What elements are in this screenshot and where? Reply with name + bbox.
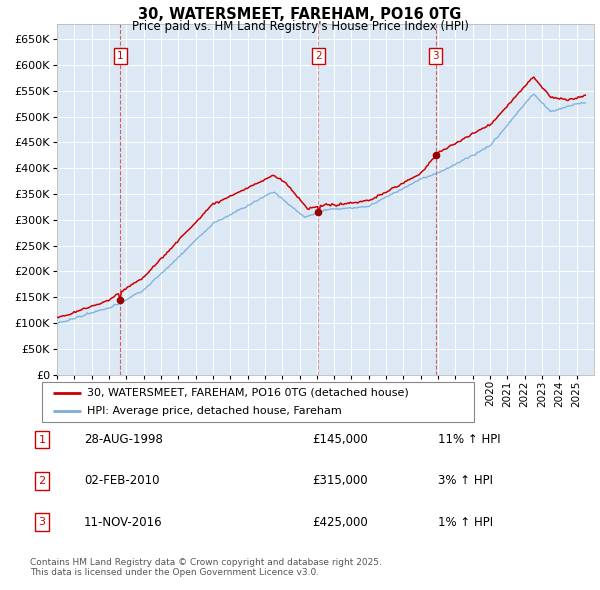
FancyBboxPatch shape [42,382,474,422]
Text: 1% ↑ HPI: 1% ↑ HPI [438,516,493,529]
Text: 28-AUG-1998: 28-AUG-1998 [84,433,163,446]
Text: 11% ↑ HPI: 11% ↑ HPI [438,433,500,446]
Text: 30, WATERSMEET, FAREHAM, PO16 0TG: 30, WATERSMEET, FAREHAM, PO16 0TG [139,7,461,22]
Text: 11-NOV-2016: 11-NOV-2016 [84,516,163,529]
Text: HPI: Average price, detached house, Fareham: HPI: Average price, detached house, Fare… [88,406,342,416]
Text: 3: 3 [38,517,46,527]
Text: 30, WATERSMEET, FAREHAM, PO16 0TG (detached house): 30, WATERSMEET, FAREHAM, PO16 0TG (detac… [88,388,409,398]
Text: £145,000: £145,000 [312,433,368,446]
Text: £315,000: £315,000 [312,474,368,487]
Text: 02-FEB-2010: 02-FEB-2010 [84,474,160,487]
Text: 2: 2 [38,476,46,486]
Text: Contains HM Land Registry data © Crown copyright and database right 2025.
This d: Contains HM Land Registry data © Crown c… [30,558,382,577]
Text: 2: 2 [315,51,322,61]
Text: 3% ↑ HPI: 3% ↑ HPI [438,474,493,487]
Text: 3: 3 [433,51,439,61]
Text: 1: 1 [117,51,124,61]
Text: 1: 1 [38,435,46,444]
Text: Price paid vs. HM Land Registry's House Price Index (HPI): Price paid vs. HM Land Registry's House … [131,20,469,33]
Text: £425,000: £425,000 [312,516,368,529]
